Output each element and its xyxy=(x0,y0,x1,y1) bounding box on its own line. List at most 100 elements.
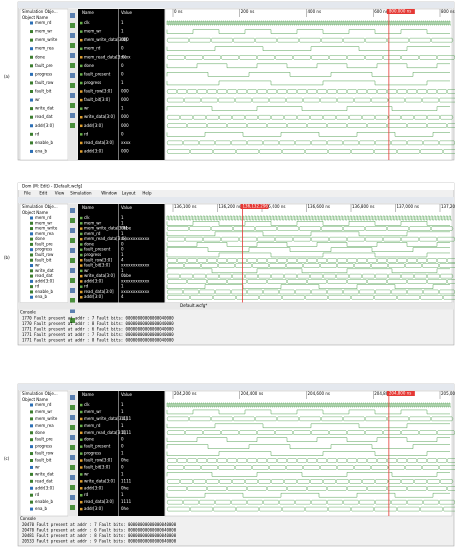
tool-icon[interactable] xyxy=(70,208,75,213)
tree-item[interactable]: fault_pre xyxy=(35,241,53,246)
signal-name[interactable]: read_data[3:0] xyxy=(84,140,114,145)
tab[interactable]: Default.wcfg* xyxy=(180,303,207,308)
tool-icon[interactable] xyxy=(70,43,75,48)
tool-icon[interactable] xyxy=(70,13,75,18)
signal-name[interactable]: clk xyxy=(84,215,90,220)
tool-icon[interactable] xyxy=(70,318,75,323)
tool-icon[interactable] xyxy=(70,248,75,253)
signal-name[interactable]: fault_row[3:0] xyxy=(84,458,112,463)
tree-item[interactable]: fault_bit xyxy=(35,257,52,262)
tree-item[interactable]: progress xyxy=(35,247,52,252)
menu-item[interactable]: Help xyxy=(142,191,152,196)
tree-item[interactable]: mem_rea xyxy=(35,423,54,428)
signal-name[interactable]: addr[3:0] xyxy=(84,294,103,299)
signal-name[interactable]: fault_row[3:0] xyxy=(84,89,112,94)
tree-item[interactable]: enable_b xyxy=(35,289,54,294)
tree-item[interactable]: fault_row xyxy=(35,451,54,456)
tool-icon[interactable] xyxy=(70,53,75,58)
tree-item[interactable]: fault_bit xyxy=(35,458,52,463)
tool-icon[interactable] xyxy=(70,465,75,470)
tree-item[interactable]: fault_bit xyxy=(35,89,52,94)
tool-icon[interactable] xyxy=(70,298,75,303)
tool-icon[interactable] xyxy=(70,485,75,490)
signal-name[interactable]: mem_read_data[3:0] xyxy=(84,54,126,59)
tool-icon[interactable] xyxy=(70,435,75,440)
signal-name[interactable]: mem_write_data[3:0] xyxy=(84,416,127,421)
tree-item[interactable]: done xyxy=(35,54,46,59)
signal-name[interactable]: mem_write_data[3:0] xyxy=(84,226,127,231)
tool-icon[interactable] xyxy=(70,238,75,243)
tool-icon[interactable] xyxy=(70,415,75,420)
tool-icon[interactable] xyxy=(70,73,75,78)
signal-name[interactable]: fault_present xyxy=(84,444,111,449)
signal-name[interactable]: fault_present xyxy=(84,71,111,76)
menu-item[interactable]: Edit xyxy=(39,191,47,196)
tool-icon[interactable] xyxy=(70,93,75,98)
tree-item[interactable]: mem_rd xyxy=(35,215,52,220)
signal-name[interactable]: read_data[3:0] xyxy=(84,499,114,504)
signal-name[interactable]: wr xyxy=(84,471,89,476)
tree-item[interactable]: fault_pre xyxy=(35,437,53,442)
menu-item[interactable]: Window xyxy=(101,191,118,196)
tree-item[interactable]: mem_rea xyxy=(35,46,54,51)
tree-item[interactable]: addr[3:0] xyxy=(35,278,54,283)
tree-item[interactable]: progress xyxy=(35,444,52,449)
signal-name[interactable]: rd xyxy=(84,131,89,136)
signal-name[interactable]: write_data[3:0] xyxy=(84,114,115,119)
signal-name[interactable]: mem_rd xyxy=(84,231,101,236)
tool-icon[interactable] xyxy=(70,445,75,450)
tree-item[interactable]: rd xyxy=(35,284,40,289)
tree-item[interactable]: enable_b xyxy=(35,499,54,504)
tree-item[interactable]: read_dat xyxy=(35,114,53,119)
signal-name[interactable]: mem_rd xyxy=(84,423,101,428)
menu-item[interactable]: Layout xyxy=(122,191,136,196)
signal-name[interactable]: addr[3:0] xyxy=(84,148,103,153)
tool-icon[interactable] xyxy=(70,103,75,108)
tree-item[interactable]: enable_b xyxy=(35,140,54,145)
menu-item[interactable]: File xyxy=(24,191,31,196)
tree-item[interactable]: progress xyxy=(35,71,52,76)
menu-item[interactable]: View xyxy=(55,191,65,196)
menu-item[interactable]: Simulation xyxy=(70,191,92,196)
tool-icon[interactable] xyxy=(70,455,75,460)
signal-name[interactable]: write_data[3:0] xyxy=(84,478,115,483)
tree-item[interactable]: read_dat xyxy=(35,478,53,483)
tree-item[interactable]: wr xyxy=(35,464,40,469)
tree-item[interactable]: write_dat xyxy=(35,268,54,273)
tool-icon[interactable] xyxy=(70,425,75,430)
tree-item[interactable]: mem_rd xyxy=(35,20,52,25)
tree-item[interactable]: addr[3:0] xyxy=(35,123,54,128)
signal-name[interactable]: done xyxy=(84,63,95,68)
signal-name[interactable]: fault_bit[3:0] xyxy=(84,263,110,268)
tree-item[interactable]: wr xyxy=(35,97,40,102)
signal-name[interactable]: fault_row[3:0] xyxy=(84,257,112,262)
tool-icon[interactable] xyxy=(70,23,75,28)
signal-name[interactable]: fault_bit[3:0] xyxy=(84,464,110,469)
tool-icon[interactable] xyxy=(70,268,75,273)
signal-name[interactable]: mem_read_data[3:0] xyxy=(84,430,126,435)
signal-name[interactable]: mem_wr xyxy=(84,220,102,225)
signal-name[interactable]: mem_read_data[3:0] xyxy=(84,236,126,241)
signal-name[interactable]: rd xyxy=(84,284,89,289)
tree-item[interactable]: rd xyxy=(35,492,40,497)
signal-name[interactable]: addr[3:0] xyxy=(84,485,103,490)
tree-item[interactable]: mem_rd xyxy=(35,402,52,407)
signal-name[interactable]: done xyxy=(84,241,95,246)
signal-name[interactable]: mem_wr xyxy=(84,409,102,414)
tool-icon[interactable] xyxy=(70,113,75,118)
signal-name[interactable]: done xyxy=(84,437,95,442)
signal-name[interactable]: rd xyxy=(84,492,89,497)
tool-icon[interactable] xyxy=(70,288,75,293)
tool-icon[interactable] xyxy=(70,395,75,400)
tree-item[interactable]: fault_row xyxy=(35,252,54,257)
tool-icon[interactable] xyxy=(70,475,75,480)
signal-name[interactable]: clk xyxy=(84,20,90,25)
signal-name[interactable]: fault_bit[3:0] xyxy=(84,97,110,102)
tree-item[interactable]: rd xyxy=(35,131,40,136)
tree-item[interactable]: mem_write xyxy=(35,226,58,231)
signal-name[interactable]: wr xyxy=(84,106,89,111)
tree-item[interactable]: mem_write xyxy=(35,37,58,42)
tool-icon[interactable] xyxy=(70,405,75,410)
tool-icon[interactable] xyxy=(70,83,75,88)
tree-item[interactable]: done xyxy=(35,430,46,435)
